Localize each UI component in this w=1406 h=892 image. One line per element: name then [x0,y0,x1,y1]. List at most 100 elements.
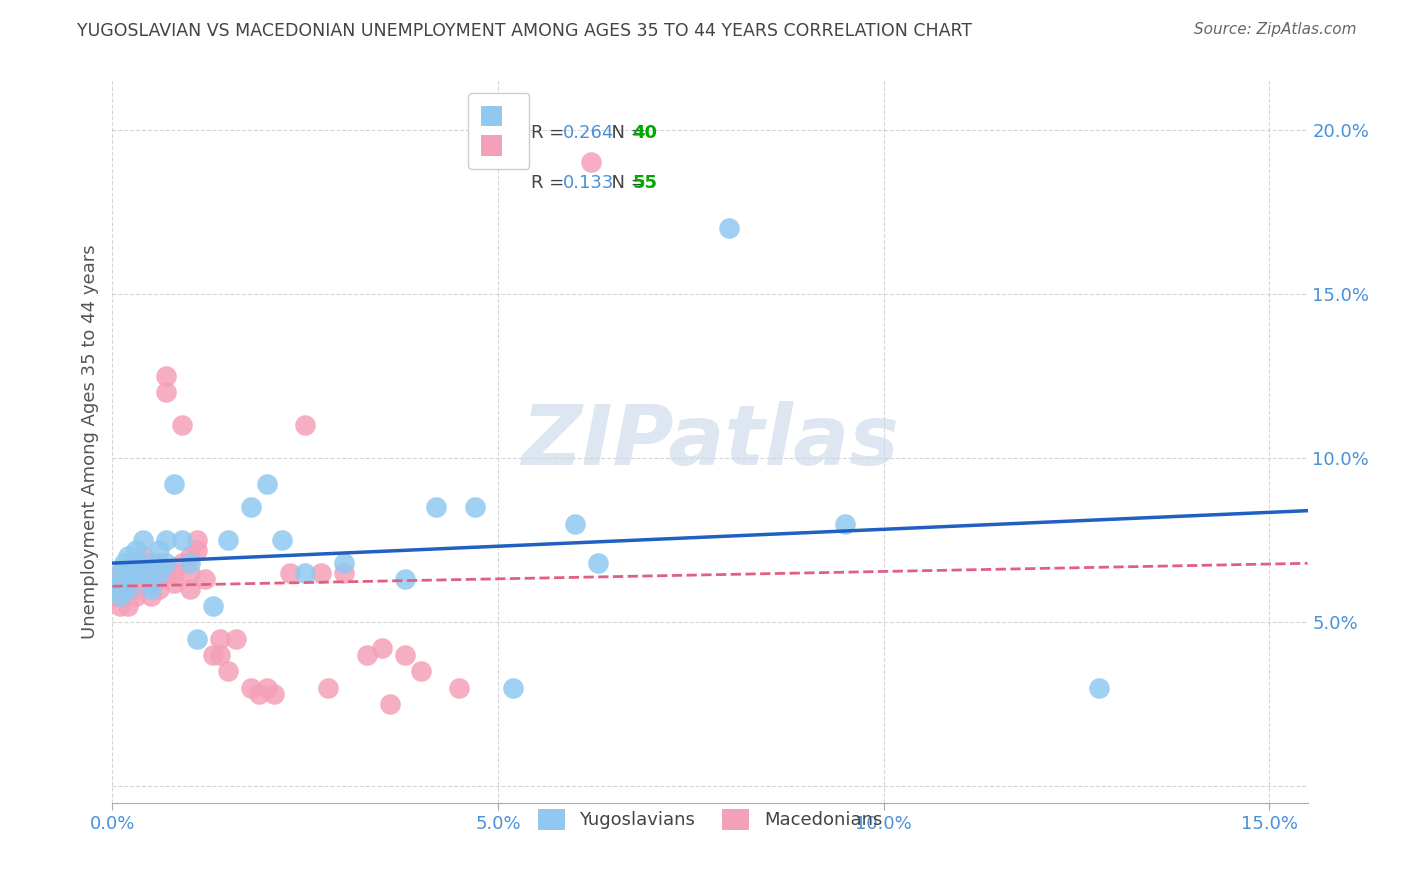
Point [294,418,316,433]
Point [139,589,162,603]
Point [108,582,131,597]
Point [186,632,208,646]
Point [124,589,146,603]
Point [409,665,432,679]
Point [163,566,186,580]
Point [170,556,193,570]
Point [240,500,263,515]
Point [170,533,193,547]
Point [108,589,131,603]
Point [278,566,301,580]
Point [209,648,232,662]
Point [139,582,162,597]
Legend: Yugoslavians, Macedonians: Yugoslavians, Macedonians [530,802,890,837]
Point [834,516,856,531]
Point [464,500,486,515]
Point [139,556,162,570]
Point [247,687,270,701]
Y-axis label: Unemployment Among Ages 35 to 44 years: Unemployment Among Ages 35 to 44 years [80,244,98,639]
Point [148,582,170,597]
Point [201,599,224,613]
Point [394,573,416,587]
Point [148,566,170,580]
Point [179,556,201,570]
Point [718,221,741,235]
Point [155,385,177,400]
Point [155,566,177,580]
Point [124,556,146,570]
Point [124,566,146,580]
Text: 0.264: 0.264 [562,124,614,142]
Point [132,575,155,590]
Point [201,648,224,662]
Point [148,573,170,587]
Point [309,566,332,580]
Point [179,566,201,580]
Point [179,582,201,597]
Point [148,542,170,557]
Text: 40: 40 [633,124,658,142]
Point [117,582,139,597]
Point [217,665,239,679]
Point [209,632,232,646]
Point [132,566,155,580]
Text: R =: R = [531,174,569,192]
Point [186,542,208,557]
Text: 55: 55 [633,174,658,192]
Point [155,533,177,547]
Point [112,556,135,570]
Point [124,582,146,597]
Point [155,368,177,383]
Point [240,681,263,695]
Point [105,582,128,597]
Point [194,573,217,587]
Point [105,589,128,603]
Point [179,549,201,564]
Point [117,599,139,613]
Point [117,582,139,597]
Text: N =: N = [600,174,651,192]
Text: ZIPatlas: ZIPatlas [522,401,898,482]
Point [139,566,162,580]
Point [294,566,316,580]
Point [132,549,155,564]
Point [124,556,146,570]
Point [1088,681,1111,695]
Text: 0.133: 0.133 [562,174,614,192]
Point [117,573,139,587]
Point [256,477,278,491]
Point [163,477,186,491]
Point [117,566,139,580]
Point [124,542,146,557]
Point [148,556,170,570]
Point [333,556,356,570]
Point [108,575,131,590]
Point [449,681,471,695]
Text: R =: R = [531,124,569,142]
Point [256,681,278,695]
Point [356,648,378,662]
Point [139,575,162,590]
Point [502,681,524,695]
Point [217,533,239,547]
Point [186,533,208,547]
Point [163,575,186,590]
Point [139,556,162,570]
Point [155,556,177,570]
Point [225,632,247,646]
Point [170,418,193,433]
Point [579,155,602,169]
Point [108,566,131,580]
Point [318,681,340,695]
Point [586,556,609,570]
Point [371,641,394,656]
Point [132,566,155,580]
Point [117,549,139,564]
Point [132,533,155,547]
Point [564,516,586,531]
Text: N =: N = [600,124,651,142]
Point [139,575,162,590]
Text: Source: ZipAtlas.com: Source: ZipAtlas.com [1194,22,1357,37]
Point [108,566,131,580]
Point [333,566,356,580]
